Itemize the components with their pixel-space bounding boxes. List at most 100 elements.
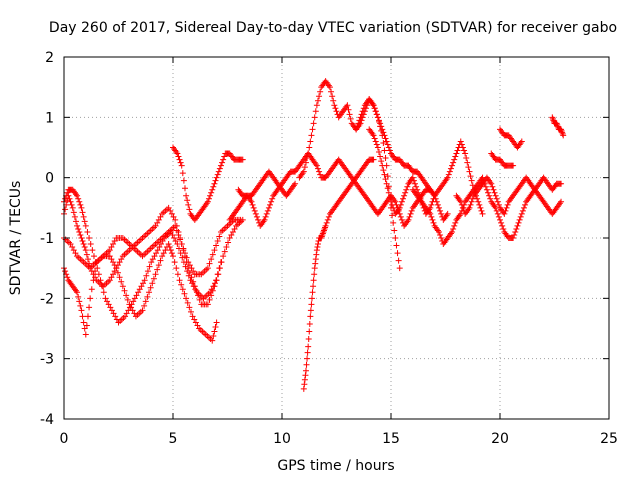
data-point <box>153 250 160 257</box>
data-point <box>138 283 145 290</box>
data-point <box>181 185 188 192</box>
data-point <box>181 290 188 297</box>
data-point <box>71 213 78 220</box>
data-point <box>317 171 324 178</box>
x-tick-label: 20 <box>491 431 509 447</box>
data-point <box>195 292 202 299</box>
data-point <box>180 177 187 184</box>
data-point <box>356 117 363 124</box>
data-point <box>70 209 77 216</box>
data-point <box>106 247 113 254</box>
data-point <box>82 222 89 229</box>
data-point <box>84 256 91 263</box>
data-point <box>211 283 218 290</box>
data-point <box>358 111 365 118</box>
data-point <box>385 144 392 151</box>
data-point <box>76 298 83 305</box>
data-point <box>437 231 444 238</box>
data-point <box>225 239 232 246</box>
data-point <box>268 198 275 205</box>
data-point <box>500 225 507 232</box>
data-point <box>314 165 321 172</box>
data-point <box>490 186 497 193</box>
data-point <box>374 144 381 151</box>
data-point <box>401 192 408 199</box>
data-point <box>87 295 94 302</box>
grid <box>64 57 609 419</box>
data-point <box>370 102 377 109</box>
data-point <box>308 132 315 139</box>
data-point <box>514 222 521 229</box>
data-point <box>165 204 172 211</box>
data-point <box>237 216 244 223</box>
data-point <box>184 299 191 306</box>
data-point <box>151 253 158 260</box>
data-point <box>306 328 313 335</box>
data-point <box>517 213 524 220</box>
axis-ticks: 0 5 10 15 20 25 -4 -3 -2 -1 0 1 2 <box>40 50 618 447</box>
data-point <box>90 271 97 278</box>
data-point <box>216 233 223 240</box>
data-point <box>261 216 268 223</box>
data-point <box>108 307 115 314</box>
data-point <box>403 186 410 193</box>
data-point <box>465 164 472 171</box>
data-point <box>171 259 178 266</box>
data-point <box>519 207 526 214</box>
data-point <box>196 296 203 303</box>
data-point <box>214 238 221 245</box>
data-point <box>383 180 390 187</box>
data-point <box>121 287 128 294</box>
data-point <box>377 120 384 127</box>
data-point <box>123 310 130 317</box>
data-point <box>108 256 115 263</box>
data-point <box>312 108 319 115</box>
data-point <box>77 201 84 208</box>
data-point <box>494 198 501 205</box>
series-track-n <box>497 126 525 151</box>
data-point <box>372 138 379 145</box>
data-point <box>170 253 176 260</box>
data-point <box>64 274 71 281</box>
data-point <box>452 153 459 160</box>
x-tick-label: 15 <box>382 431 400 447</box>
data-point <box>492 192 499 199</box>
data-point <box>167 207 174 214</box>
data-point <box>463 155 470 162</box>
data-point <box>75 225 82 232</box>
data-point <box>493 207 500 214</box>
data-point <box>313 251 320 258</box>
data-point <box>518 138 525 145</box>
data-point <box>444 174 451 181</box>
data-point <box>231 225 238 232</box>
data-point <box>402 189 409 196</box>
data-point <box>312 260 319 267</box>
data-point <box>110 259 117 266</box>
data-point <box>379 126 386 133</box>
data-point <box>501 210 508 217</box>
y-tick-label: -3 <box>40 352 54 368</box>
data-point <box>217 259 224 266</box>
data-point <box>213 277 220 284</box>
data-point <box>438 235 445 241</box>
data-point <box>102 295 109 302</box>
data-point <box>313 162 320 169</box>
y-tick-label: 1 <box>45 110 54 126</box>
data-point <box>155 216 162 223</box>
data-point <box>154 247 161 254</box>
data-point <box>162 247 169 254</box>
data-point <box>357 114 364 121</box>
data-point <box>86 260 93 267</box>
data-point <box>396 265 403 272</box>
x-tick-label: 0 <box>60 431 69 447</box>
data-point <box>144 268 151 275</box>
data-point <box>106 253 113 260</box>
data-point <box>301 164 308 171</box>
data-point <box>213 319 220 326</box>
data-point <box>78 235 85 241</box>
data-point <box>503 204 510 211</box>
data-point <box>301 381 308 388</box>
data-point <box>520 204 527 211</box>
data-point <box>376 149 383 156</box>
data-point <box>324 216 331 223</box>
